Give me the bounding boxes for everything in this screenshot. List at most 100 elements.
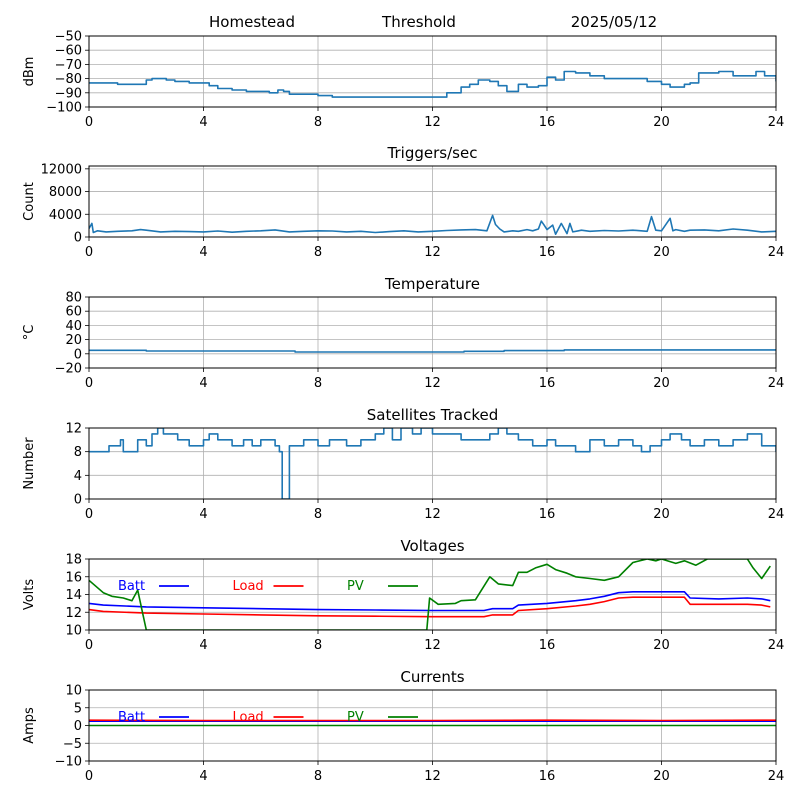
panel-title: Satellites Tracked	[367, 406, 498, 424]
x-tick-label: 4	[199, 769, 207, 784]
y-tick-label: −60	[55, 44, 82, 59]
x-tick-label: 16	[539, 638, 556, 653]
series-line-triggers-0	[89, 214, 776, 235]
y-tick-label: 80	[65, 291, 82, 306]
x-tick-label: 0	[85, 115, 93, 130]
x-tick-label: 16	[539, 115, 556, 130]
x-tick-label: 20	[653, 638, 670, 653]
panel-satellites: 0 4 8 12 16 20 24 0 4 8 12 Satellites Tracked Number	[22, 406, 784, 522]
x-tick-label: 12	[424, 769, 441, 784]
panel-title: Voltages	[400, 537, 464, 555]
y-tick-label: −70	[55, 58, 82, 73]
y-tick-label: 18	[65, 553, 82, 568]
x-tick-label: 0	[85, 638, 93, 653]
y-tick-label: −20	[55, 362, 82, 377]
x-tick-label: 24	[768, 245, 785, 260]
y-tick-label: −90	[55, 86, 82, 101]
x-tick-label: 12	[424, 376, 441, 391]
x-tick-label: 12	[424, 245, 441, 260]
y-tick-label: 12000	[41, 162, 82, 177]
y-tick-label: 14	[65, 588, 82, 603]
x-tick-label: 20	[653, 245, 670, 260]
y-tick-label: 60	[65, 305, 82, 320]
y-tick-label: −100	[46, 101, 82, 116]
x-tick-label: 24	[768, 376, 785, 391]
legend-label-load: Load	[233, 710, 264, 725]
y-tick-label: 4000	[49, 208, 82, 223]
x-tick-label: 4	[199, 638, 207, 653]
y-tick-label: −50	[55, 30, 82, 45]
panel-title: Temperature	[384, 275, 480, 293]
panel-title: Currents	[400, 668, 464, 686]
series-line-voltages-pv	[89, 559, 771, 630]
x-tick-label: 12	[424, 115, 441, 130]
x-tick-label: 20	[653, 769, 670, 784]
x-tick-label: 24	[768, 115, 785, 130]
y-axis-label: Number	[22, 437, 37, 490]
x-tick-label: 12	[424, 638, 441, 653]
header-site: Homestead	[209, 13, 295, 31]
x-tick-label: 24	[768, 769, 785, 784]
y-axis-label: Count	[22, 182, 37, 221]
y-axis-label: dBm	[22, 57, 37, 87]
legend-label-load: Load	[233, 579, 264, 594]
series-line-satellites-0	[89, 428, 776, 499]
y-tick-label: 20	[65, 333, 82, 348]
x-tick-label: 4	[199, 507, 207, 522]
legend-label-batt: Batt	[118, 710, 145, 725]
legend-label-pv: PV	[347, 579, 364, 594]
y-tick-label: 40	[65, 319, 82, 334]
x-tick-label: 8	[314, 769, 322, 784]
y-tick-label: 0	[74, 231, 82, 246]
x-tick-label: 8	[314, 376, 322, 391]
y-tick-label: 8000	[49, 185, 82, 200]
legend-label-batt: Batt	[118, 579, 145, 594]
panel-threshold: 0 4 8 12 16 20 24 −100−90−80−70−60−50 dBm	[22, 30, 784, 131]
y-tick-label: 10	[65, 684, 82, 699]
series-line-threshold-0	[89, 70, 776, 98]
y-tick-label: −10	[55, 755, 82, 770]
x-tick-label: 16	[539, 507, 556, 522]
series-line-voltages-load	[89, 596, 771, 618]
x-tick-label: 8	[314, 245, 322, 260]
x-tick-label: 16	[539, 245, 556, 260]
y-tick-label: 0	[74, 719, 82, 734]
x-tick-label: 4	[199, 115, 207, 130]
x-tick-label: 8	[314, 638, 322, 653]
y-tick-label: 16	[65, 570, 82, 585]
x-tick-label: 4	[199, 376, 207, 391]
series-line-temperature-0	[89, 349, 776, 353]
x-tick-label: 4	[199, 245, 207, 260]
x-tick-label: 0	[85, 769, 93, 784]
panel-title: Triggers/sec	[387, 144, 478, 162]
header-date: 2025/05/12	[571, 13, 657, 31]
x-tick-label: 8	[314, 115, 322, 130]
legend-label-pv: PV	[347, 710, 364, 725]
x-tick-label: 24	[768, 638, 785, 653]
y-tick-label: 0	[74, 347, 82, 362]
series-line-voltages-batt	[89, 591, 771, 612]
y-tick-label: 0	[74, 493, 82, 508]
y-tick-label: 8	[74, 445, 82, 460]
x-tick-label: 20	[653, 376, 670, 391]
y-axis-label: Volts	[22, 579, 37, 611]
x-tick-label: 0	[85, 507, 93, 522]
y-tick-label: 5	[74, 701, 82, 716]
y-tick-label: 10	[65, 624, 82, 639]
x-tick-label: 8	[314, 507, 322, 522]
x-tick-label: 24	[768, 507, 785, 522]
x-tick-label: 16	[539, 769, 556, 784]
x-tick-label: 0	[85, 376, 93, 391]
y-tick-label: 4	[74, 469, 82, 484]
y-axis-label: °C	[22, 325, 37, 341]
x-tick-label: 20	[653, 507, 670, 522]
x-tick-label: 0	[85, 245, 93, 260]
x-tick-label: 20	[653, 115, 670, 130]
y-axis-label: Amps	[22, 707, 37, 744]
x-tick-label: 16	[539, 376, 556, 391]
y-tick-label: 12	[65, 606, 82, 621]
panel-voltages: 0 4 8 12 16 20 24 10 12 14 16 18 Voltages Volts Batt Lo…	[22, 537, 784, 653]
